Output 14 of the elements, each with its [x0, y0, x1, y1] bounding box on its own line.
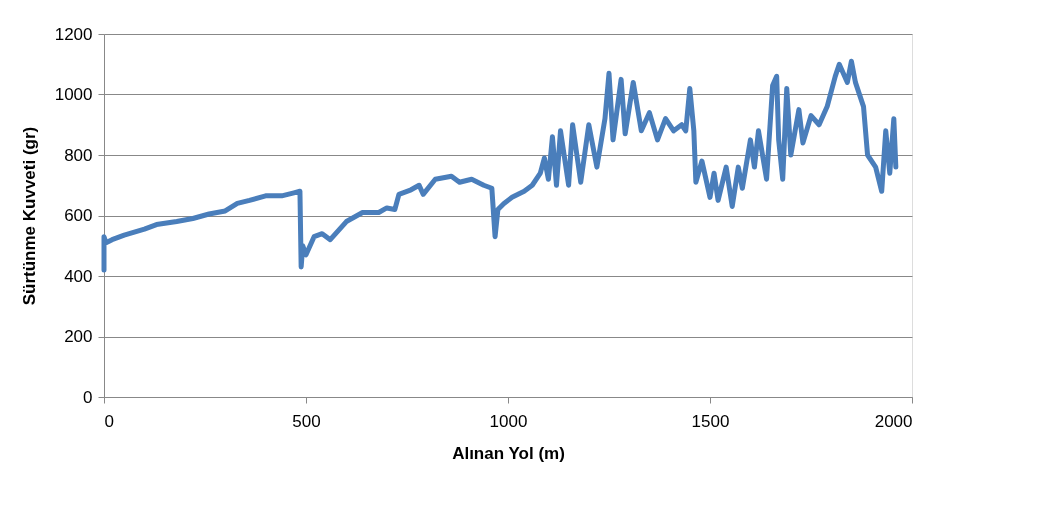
x-tick-label: 2000	[874, 411, 913, 431]
x-tick-label: 0	[104, 411, 114, 431]
y-tick-label: 0	[83, 387, 93, 407]
y-axis-title: Sürtünme Kuvveti (gr)	[19, 126, 39, 306]
x-tick-label: 1500	[691, 411, 730, 431]
x-tick-label: 500	[292, 411, 321, 431]
y-tick-label: 600	[64, 206, 93, 225]
x-tick-label: 1000	[489, 411, 528, 431]
y-tick-label: 1000	[54, 85, 93, 104]
y-tick-label: 200	[64, 327, 93, 346]
y-tick-label: 400	[64, 266, 93, 286]
y-tick-label: 1200	[54, 24, 93, 44]
x-axis-title: Alınan Yol (m)	[452, 443, 565, 463]
y-tick-label: 800	[64, 145, 93, 165]
